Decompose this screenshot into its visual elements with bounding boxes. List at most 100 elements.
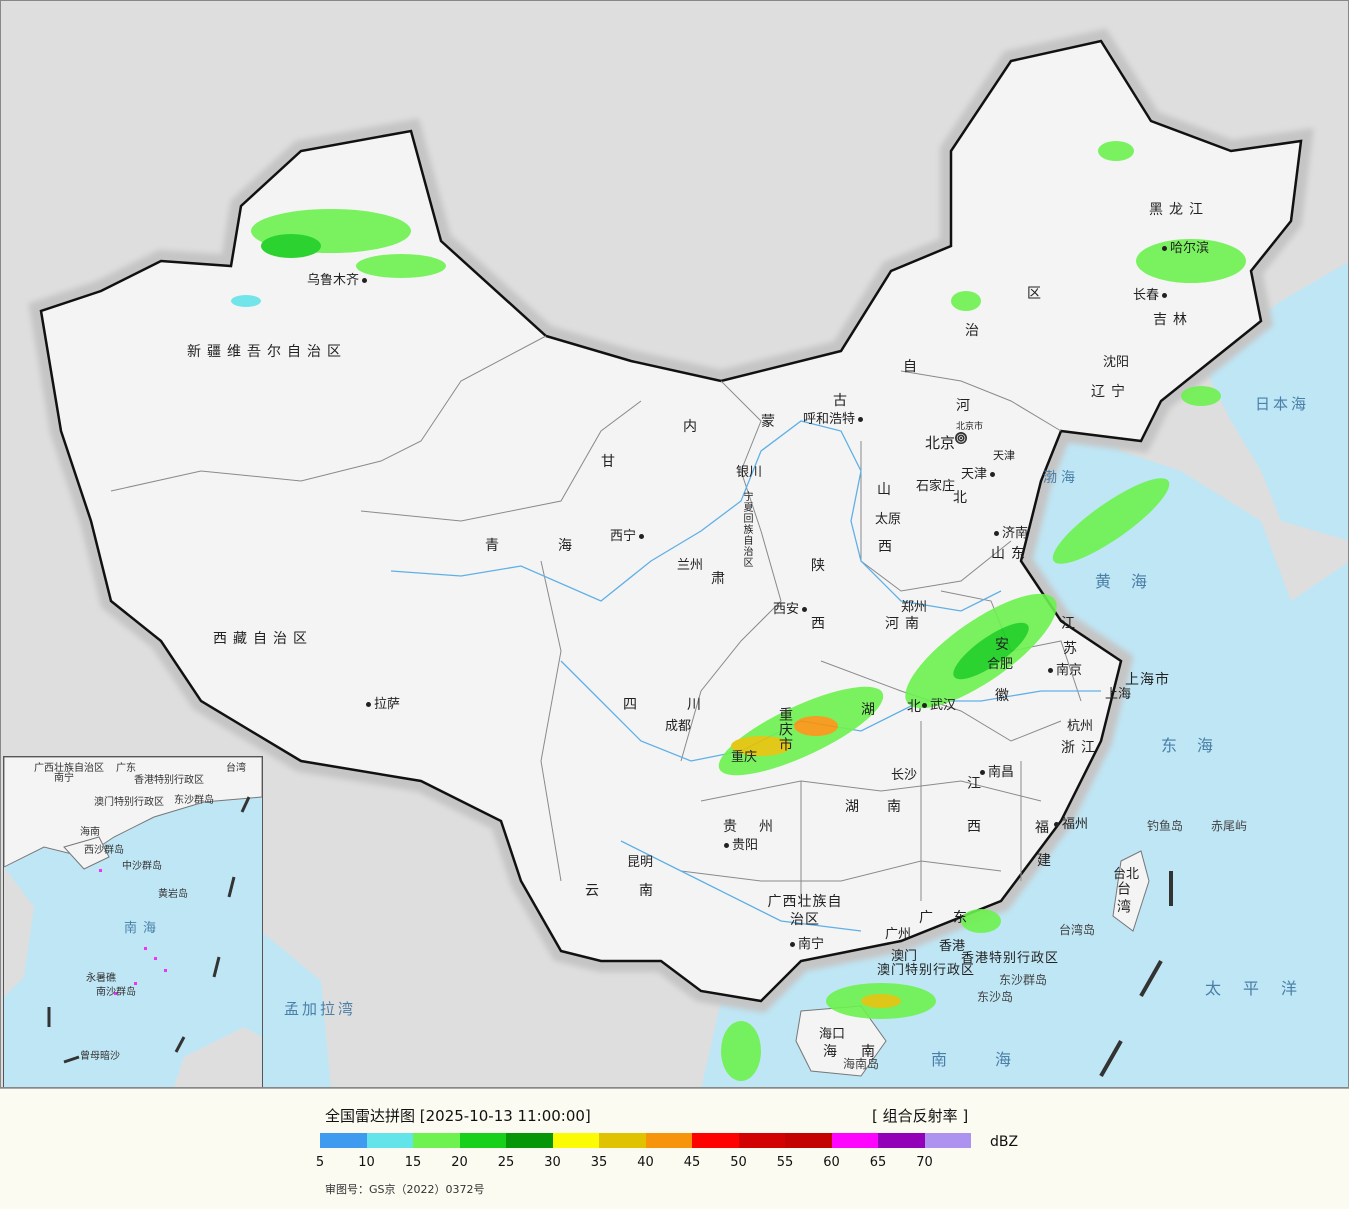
legend-swatch [413,1133,460,1148]
legend-tick-label: 40 [637,1155,654,1170]
province-shanghai: 上海市 [1125,672,1170,688]
province-shandong: 山东 [991,546,1031,562]
province-hubei-1: 湖 [861,702,881,718]
legend-tick-label: 70 [916,1155,933,1170]
city-nanjing: 南京 [1045,659,1082,678]
legend-tick-label: 45 [683,1155,701,1170]
city-fuzhou: 福州 [1051,813,1088,832]
inset-guangdong: 广东 [116,763,136,774]
province-gansu-2: 肃 [711,571,731,587]
legend-swatch [831,1133,878,1148]
taiwan-island [1112,850,1150,932]
province-henan: 河南 [885,616,925,632]
sea-pacific: 太平洋 [1205,979,1320,998]
province-fujian-2: 建 [1037,853,1057,869]
city-guiyang: 贵阳 [721,834,758,853]
province-xizang: 西藏自治区 [213,631,313,647]
inset-nanning: 南宁 [54,773,74,784]
legend-swatch [785,1133,832,1148]
city-kunming: 昆明 [627,855,654,870]
province-neimenggu-2: 蒙 [761,414,781,430]
city-lanzhou: 兰州 [677,558,704,573]
legend-tick-label: 60 [823,1155,840,1170]
province-qinghai-1: 青 [485,538,505,554]
city-jinan: 济南 [991,522,1028,541]
city-guangzhou: 广州 [885,927,912,942]
legend-swatch [738,1133,785,1148]
sea-donghai: 东海 [1161,736,1234,755]
legend-swatch [599,1133,646,1148]
legend-swatch [878,1133,925,1148]
legend-tick-label: 20 [451,1155,468,1170]
province-jiangsu-1: 江 [1061,616,1081,632]
city-taipei: 台北 [1113,867,1140,882]
legend-tick-label: 65 [869,1155,887,1170]
island-chiwei: 赤尾屿 [1211,819,1248,833]
city-hongkong: 香港 [939,939,966,954]
city-hohhot: 呼和浩特 [803,408,866,427]
province-fujian-1: 福 [1035,820,1055,836]
maritime-boundary-dashes [1099,871,1173,1077]
province-hubei-2: 北 [907,699,927,715]
label-hainan-island: 海南岛 [843,1057,880,1071]
legend-swatch [692,1133,739,1148]
legend-swatch [366,1133,413,1148]
island-diaoyu: 钓鱼岛 [1147,819,1184,833]
map-approval-number: 审图号：GS京（2022）0372号 [325,1183,485,1196]
city-nanchang: 南昌 [977,761,1014,780]
sea-japan: 日本海 [1255,395,1310,413]
legend-product: [ 组合反射率 ] [872,1107,969,1125]
inset-guangxi: 广西壮族自治区 [34,763,104,774]
legend-tick-label: 15 [404,1155,422,1170]
inset-taiwan: 台湾 [226,763,246,774]
province-shanxi-2: 西 [878,539,898,555]
province-xinjiang: 新疆维吾尔自治区 [187,344,347,360]
legend-title: 全国雷达拼图 [2025-10-13 11:00:00] [325,1107,591,1125]
inset-nanhai: 南海 [124,921,163,936]
legend-panel: 全国雷达拼图 [2025-10-13 11:00:00] [ 组合反射率 ] d… [0,1088,1349,1209]
province-heilongjiang: 黑龙江 [1149,202,1209,218]
city-haikou: 海口 [819,1027,846,1042]
province-gansu-1: 甘 [601,454,621,470]
city-changchun: 长春 [1133,284,1170,303]
legend-tick-label: 55 [776,1155,794,1170]
city-beijing-city: 北京市 [956,422,984,432]
city-shenyang: 沈阳 [1103,355,1130,370]
city-xian: 西安 [773,598,810,617]
province-anhui-1: 安 [995,637,1015,653]
province-zhejiang: 浙江 [1061,740,1101,756]
city-chongqing: 重庆 [731,750,758,765]
province-jiangxi-1: 江 [967,776,987,792]
map-frame: 乌鲁木齐 哈尔滨 长春 沈阳 呼和浩特 北京 ◎ 北京市 天津 天津 石家庄 太原… [0,0,1349,1088]
city-wuhan: 武汉 [919,694,956,713]
province-yunnan: 云南 [585,883,693,899]
province-neimenggu-1: 内 [683,419,703,435]
legend-swatch [645,1133,692,1148]
city-taiyuan: 太原 [875,512,902,527]
city-shijiazhuang: 石家庄 [916,479,956,494]
province-anhui-2: 徽 [995,688,1015,704]
sea-huanghai: 黄海 [1095,572,1168,591]
province-chongqing: 重庆市 [777,707,793,752]
inset-dongsha: 东沙群岛 [174,795,214,806]
province-guizhou: 贵州 [723,819,795,835]
legend-color-bar [320,1133,971,1148]
province-jilin: 吉林 [1153,312,1193,328]
city-beijing: 北京 ◎ [925,431,968,452]
island-taiwan: 台湾岛 [1059,923,1096,937]
province-qinghai-2: 海 [558,538,578,554]
south-china-sea-inset: 广西壮族自治区 南宁 广东 香港特别行政区 澳门特别行政区 台湾 东沙群岛 海南… [3,756,263,1087]
legend-swatch [506,1133,553,1148]
city-changsha: 长沙 [891,768,918,783]
pacific-sea-area [701,361,1348,1087]
legend-swatch [924,1133,971,1148]
province-jiangsu-2: 苏 [1063,641,1083,657]
legend-swatch [320,1133,367,1148]
island-dongsha: 东沙岛 [977,990,1014,1004]
province-hunan: 湖南 [845,799,929,815]
province-shaanxi-2: 西 [811,616,831,632]
province-neimenggu-3: 古 [833,393,853,409]
legend-tick-label: 10 [358,1155,375,1170]
inset-hainan: 海南 [80,827,100,838]
legend-swatch [552,1133,599,1148]
